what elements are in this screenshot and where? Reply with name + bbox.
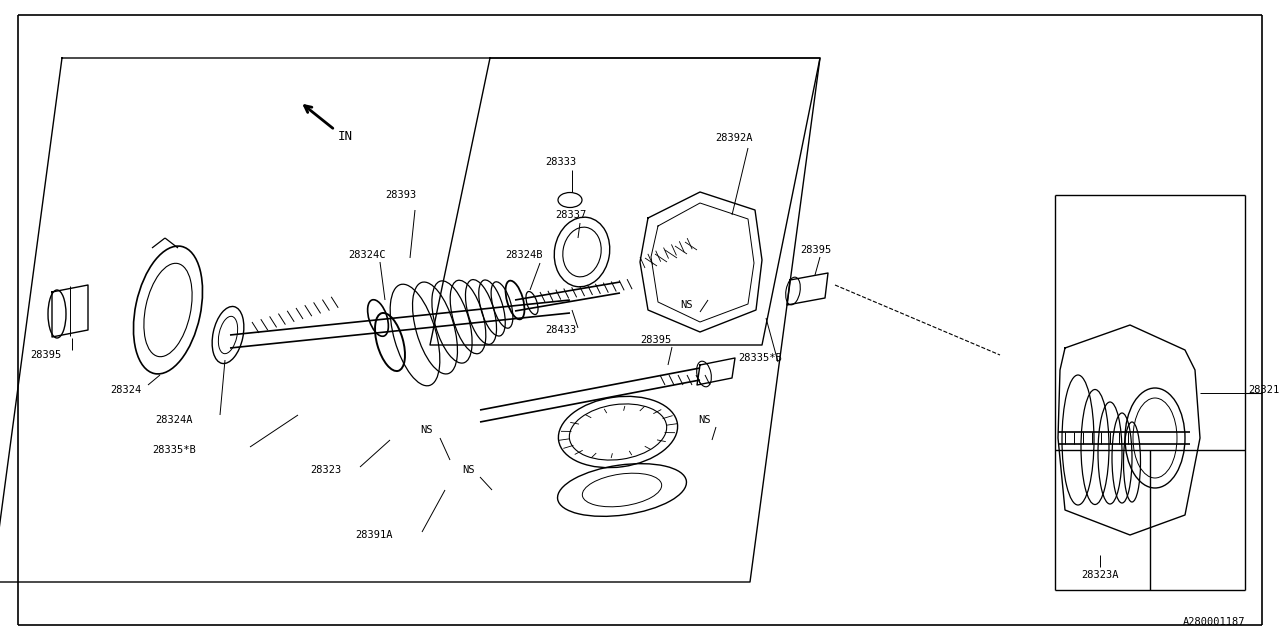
- Text: NS: NS: [680, 300, 692, 310]
- Text: 28323: 28323: [310, 465, 342, 475]
- Text: 28395: 28395: [640, 335, 671, 345]
- Text: 28333: 28333: [545, 157, 576, 167]
- Text: NS: NS: [420, 425, 433, 435]
- Text: 28323A: 28323A: [1082, 570, 1119, 580]
- Text: 28395: 28395: [800, 245, 831, 255]
- Text: 28335*B: 28335*B: [739, 353, 782, 363]
- Text: A280001187: A280001187: [1183, 617, 1245, 627]
- Text: 28393: 28393: [385, 190, 416, 200]
- Text: IN: IN: [338, 130, 353, 143]
- Text: 28335*B: 28335*B: [152, 445, 196, 455]
- Text: 28324: 28324: [110, 385, 141, 395]
- Text: 28324A: 28324A: [155, 415, 192, 425]
- Text: 28337: 28337: [556, 210, 586, 220]
- Text: 28433: 28433: [545, 325, 576, 335]
- Text: 28324B: 28324B: [506, 250, 543, 260]
- Text: NS: NS: [698, 415, 710, 425]
- Text: 28395: 28395: [29, 350, 61, 360]
- Text: 28392A: 28392A: [716, 133, 753, 143]
- Text: 28321: 28321: [1248, 385, 1279, 395]
- Text: 28391A: 28391A: [355, 530, 393, 540]
- Text: 28324C: 28324C: [348, 250, 385, 260]
- Text: NS: NS: [462, 465, 475, 475]
